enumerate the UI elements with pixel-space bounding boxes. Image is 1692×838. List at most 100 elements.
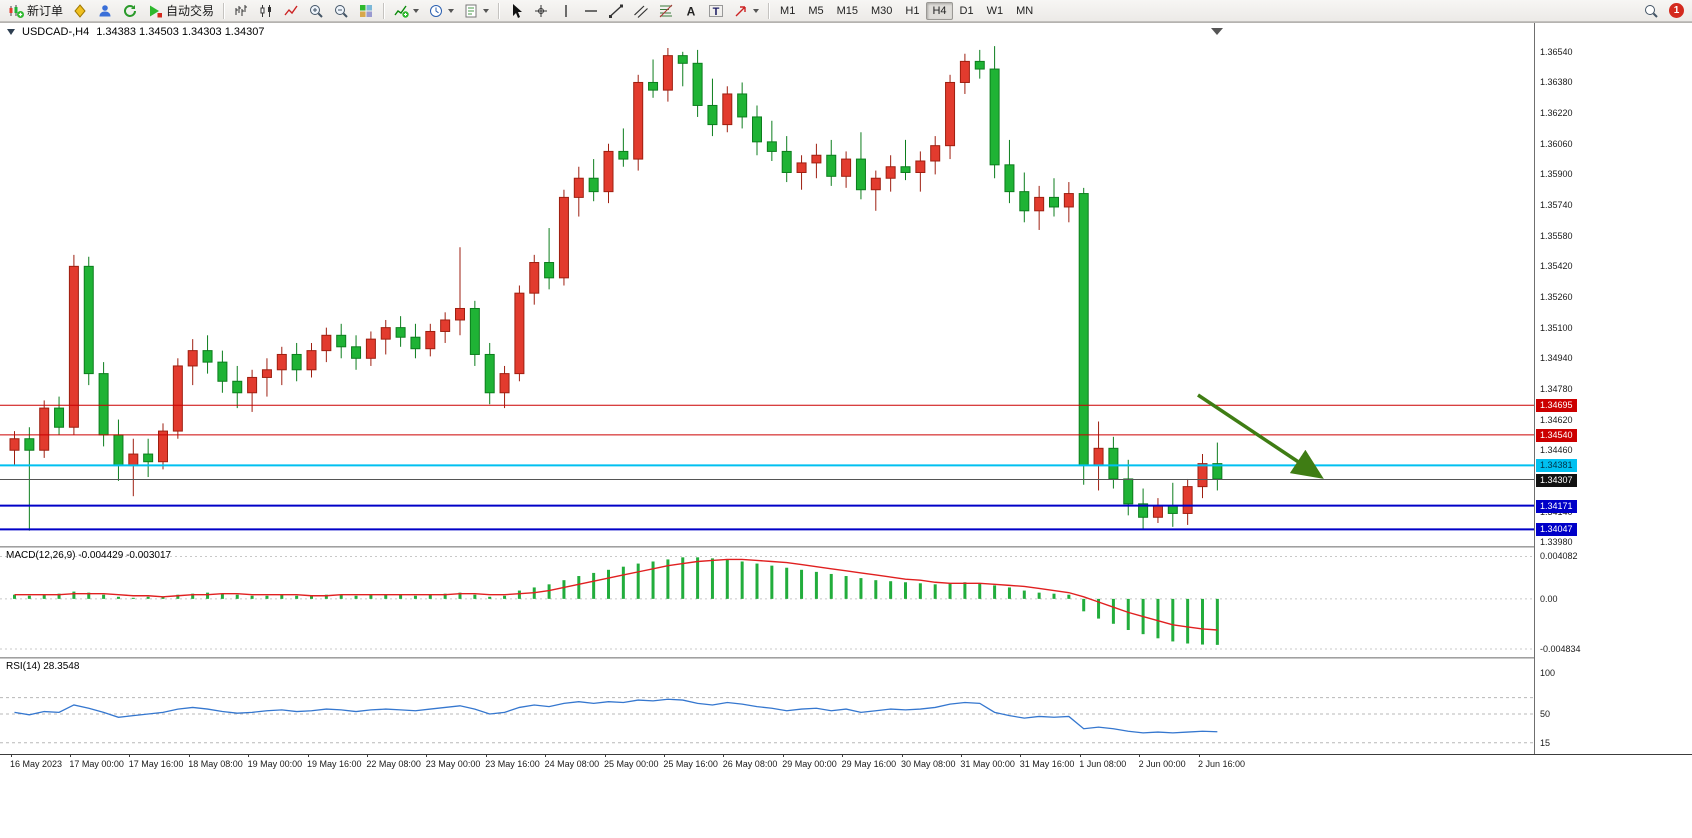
metaeditor-icon bbox=[74, 3, 86, 18]
price-axis-label: 1.36380 bbox=[1540, 77, 1573, 88]
time-axis-label: 31 May 16:00 bbox=[1019, 759, 1075, 769]
rsi-indicator-label: RSI(14) 28.3548 bbox=[6, 661, 80, 672]
time-axis-tick bbox=[842, 754, 844, 757]
time-axis-label: 19 May 00:00 bbox=[247, 759, 303, 769]
time-axis-label: 25 May 00:00 bbox=[604, 759, 659, 769]
timeframe-m1-button[interactable]: M1 bbox=[780, 4, 796, 17]
metaeditor-button[interactable] bbox=[68, 1, 92, 21]
tile-windows-button[interactable] bbox=[354, 1, 378, 21]
chart-title-bar: USDCAD-,H4 1.34383 1.34503 1.34303 1.343… bbox=[7, 26, 264, 38]
price-label-badge[interactable]: 1.34540 bbox=[1536, 428, 1577, 442]
crosshair-button[interactable] bbox=[529, 1, 553, 21]
timeframe-m15-button[interactable]: M15 bbox=[836, 4, 858, 17]
time-axis-label: 18 May 08:00 bbox=[188, 759, 243, 769]
rsi-line bbox=[14, 698, 1218, 734]
time-axis-line bbox=[0, 754, 1692, 755]
one-click-trading-toggle[interactable] bbox=[7, 29, 15, 35]
macd-histogram bbox=[13, 557, 1219, 645]
price-label-badge[interactable]: 1.34047 bbox=[1536, 523, 1577, 537]
cursor-button[interactable] bbox=[504, 1, 528, 21]
fibonacci-icon bbox=[659, 4, 673, 17]
price-label-badge[interactable]: 1.34381 bbox=[1536, 459, 1577, 473]
panel-divider[interactable] bbox=[0, 546, 1692, 548]
panel-divider[interactable] bbox=[0, 657, 1692, 659]
price-axis-label: 1.35740 bbox=[1540, 200, 1573, 211]
time-axis-tick bbox=[545, 754, 547, 757]
time-axis-label: 31 May 00:00 bbox=[960, 759, 1015, 769]
refresh-button[interactable] bbox=[118, 1, 142, 21]
text-label-button[interactable]: T bbox=[704, 1, 728, 21]
search-button[interactable] bbox=[1639, 1, 1663, 21]
timeframe-w1-button[interactable]: W1 bbox=[986, 4, 1004, 17]
bar-chart-icon bbox=[235, 4, 248, 16]
time-axis-label: 17 May 16:00 bbox=[128, 759, 184, 769]
time-axis-tick bbox=[960, 754, 962, 757]
macd-panel[interactable] bbox=[0, 548, 1534, 657]
time-axis-tick bbox=[485, 754, 487, 757]
price-chart[interactable] bbox=[0, 25, 1534, 546]
vertical-line-icon bbox=[565, 4, 567, 17]
dropdown-caret-icon bbox=[753, 8, 760, 13]
price-label-badge[interactable]: 1.34307 bbox=[1536, 473, 1577, 487]
new-order-button[interactable]: 新订单 bbox=[4, 1, 67, 21]
time-axis-tick bbox=[723, 754, 725, 757]
notification-badge[interactable]: 1 bbox=[1669, 3, 1684, 18]
fibonacci-button[interactable] bbox=[654, 1, 678, 21]
chart-window[interactable]: USDCAD-,H4 1.34383 1.34503 1.34303 1.343… bbox=[0, 22, 1692, 775]
timeframe-m30-button[interactable]: M30 bbox=[871, 4, 893, 17]
market-watch-icon bbox=[99, 4, 111, 16]
svg-text:A: A bbox=[687, 4, 696, 18]
time-axis-label: 22 May 08:00 bbox=[366, 759, 421, 769]
periods-button[interactable] bbox=[424, 1, 458, 21]
timeframe-mn-button[interactable]: MN bbox=[1016, 4, 1034, 17]
price-axis-label: 1.35100 bbox=[1540, 322, 1573, 333]
time-axis[interactable]: 16 May 2023 17 May 00:00 17 May 16:00 18 Ma… bbox=[0, 754, 1692, 773]
price-label-badge[interactable]: 1.34171 bbox=[1536, 499, 1577, 513]
channel-button[interactable] bbox=[629, 1, 653, 21]
zoom-out-icon bbox=[335, 4, 348, 18]
price-axis-label: 1.34940 bbox=[1540, 353, 1573, 364]
trend-arrow-annotation[interactable] bbox=[1197, 393, 1324, 479]
main-toolbar: 新订单 自动交易 bbox=[0, 0, 1692, 22]
line-chart-button[interactable] bbox=[279, 1, 303, 21]
crosshair-icon bbox=[535, 4, 548, 17]
arrow-object-icon bbox=[735, 5, 746, 16]
price-axis-label: 1.34780 bbox=[1540, 383, 1573, 394]
time-axis-tick bbox=[426, 754, 428, 757]
horizontal-line-button[interactable] bbox=[579, 1, 603, 21]
time-axis-label: 24 May 08:00 bbox=[544, 759, 600, 769]
templates-button[interactable] bbox=[459, 1, 493, 21]
timeframe-h4-button[interactable]: H4 bbox=[926, 1, 953, 20]
new-order-icon bbox=[9, 4, 24, 18]
text-button[interactable]: A bbox=[679, 1, 703, 21]
line-chart-icon bbox=[284, 5, 298, 15]
arrows-button[interactable] bbox=[729, 1, 763, 21]
macd-axis-label: 0.004082 bbox=[1540, 551, 1578, 562]
svg-text:T: T bbox=[713, 6, 720, 18]
bar-chart-button[interactable] bbox=[229, 1, 253, 21]
timeframe-d1-button[interactable]: D1 bbox=[959, 4, 974, 17]
candlestick-chart-button[interactable] bbox=[254, 1, 278, 21]
time-axis-label: 2 Jun 16:00 bbox=[1198, 759, 1246, 769]
price-axis[interactable]: 1.36540 1.36380 1.36220 1.36060 1.35900 1.357… bbox=[1534, 23, 1692, 754]
zoom-in-button[interactable] bbox=[304, 1, 328, 21]
candles-layer bbox=[9, 46, 1223, 531]
vertical-line-button[interactable] bbox=[554, 1, 578, 21]
trendline-icon bbox=[609, 4, 624, 18]
indicators-button[interactable] bbox=[389, 1, 423, 21]
price-axis-label: 1.36220 bbox=[1540, 108, 1573, 119]
timeframe-m5-button[interactable]: M5 bbox=[808, 4, 824, 17]
time-axis-tick bbox=[307, 754, 309, 757]
price-label-badge[interactable]: 1.34695 bbox=[1536, 399, 1577, 413]
auto-trading-button[interactable]: 自动交易 bbox=[143, 1, 218, 21]
market-watch-button[interactable] bbox=[93, 1, 117, 21]
zoom-out-button[interactable] bbox=[329, 1, 353, 21]
template-icon bbox=[465, 4, 477, 17]
timeframe-h1-button[interactable]: H1 bbox=[905, 4, 920, 17]
rsi-panel[interactable] bbox=[0, 659, 1534, 754]
trendline-button[interactable] bbox=[604, 1, 628, 21]
horizontal-line-icon bbox=[585, 9, 598, 12]
time-axis-tick bbox=[129, 754, 131, 757]
chart-shift-marker[interactable] bbox=[1211, 28, 1223, 35]
